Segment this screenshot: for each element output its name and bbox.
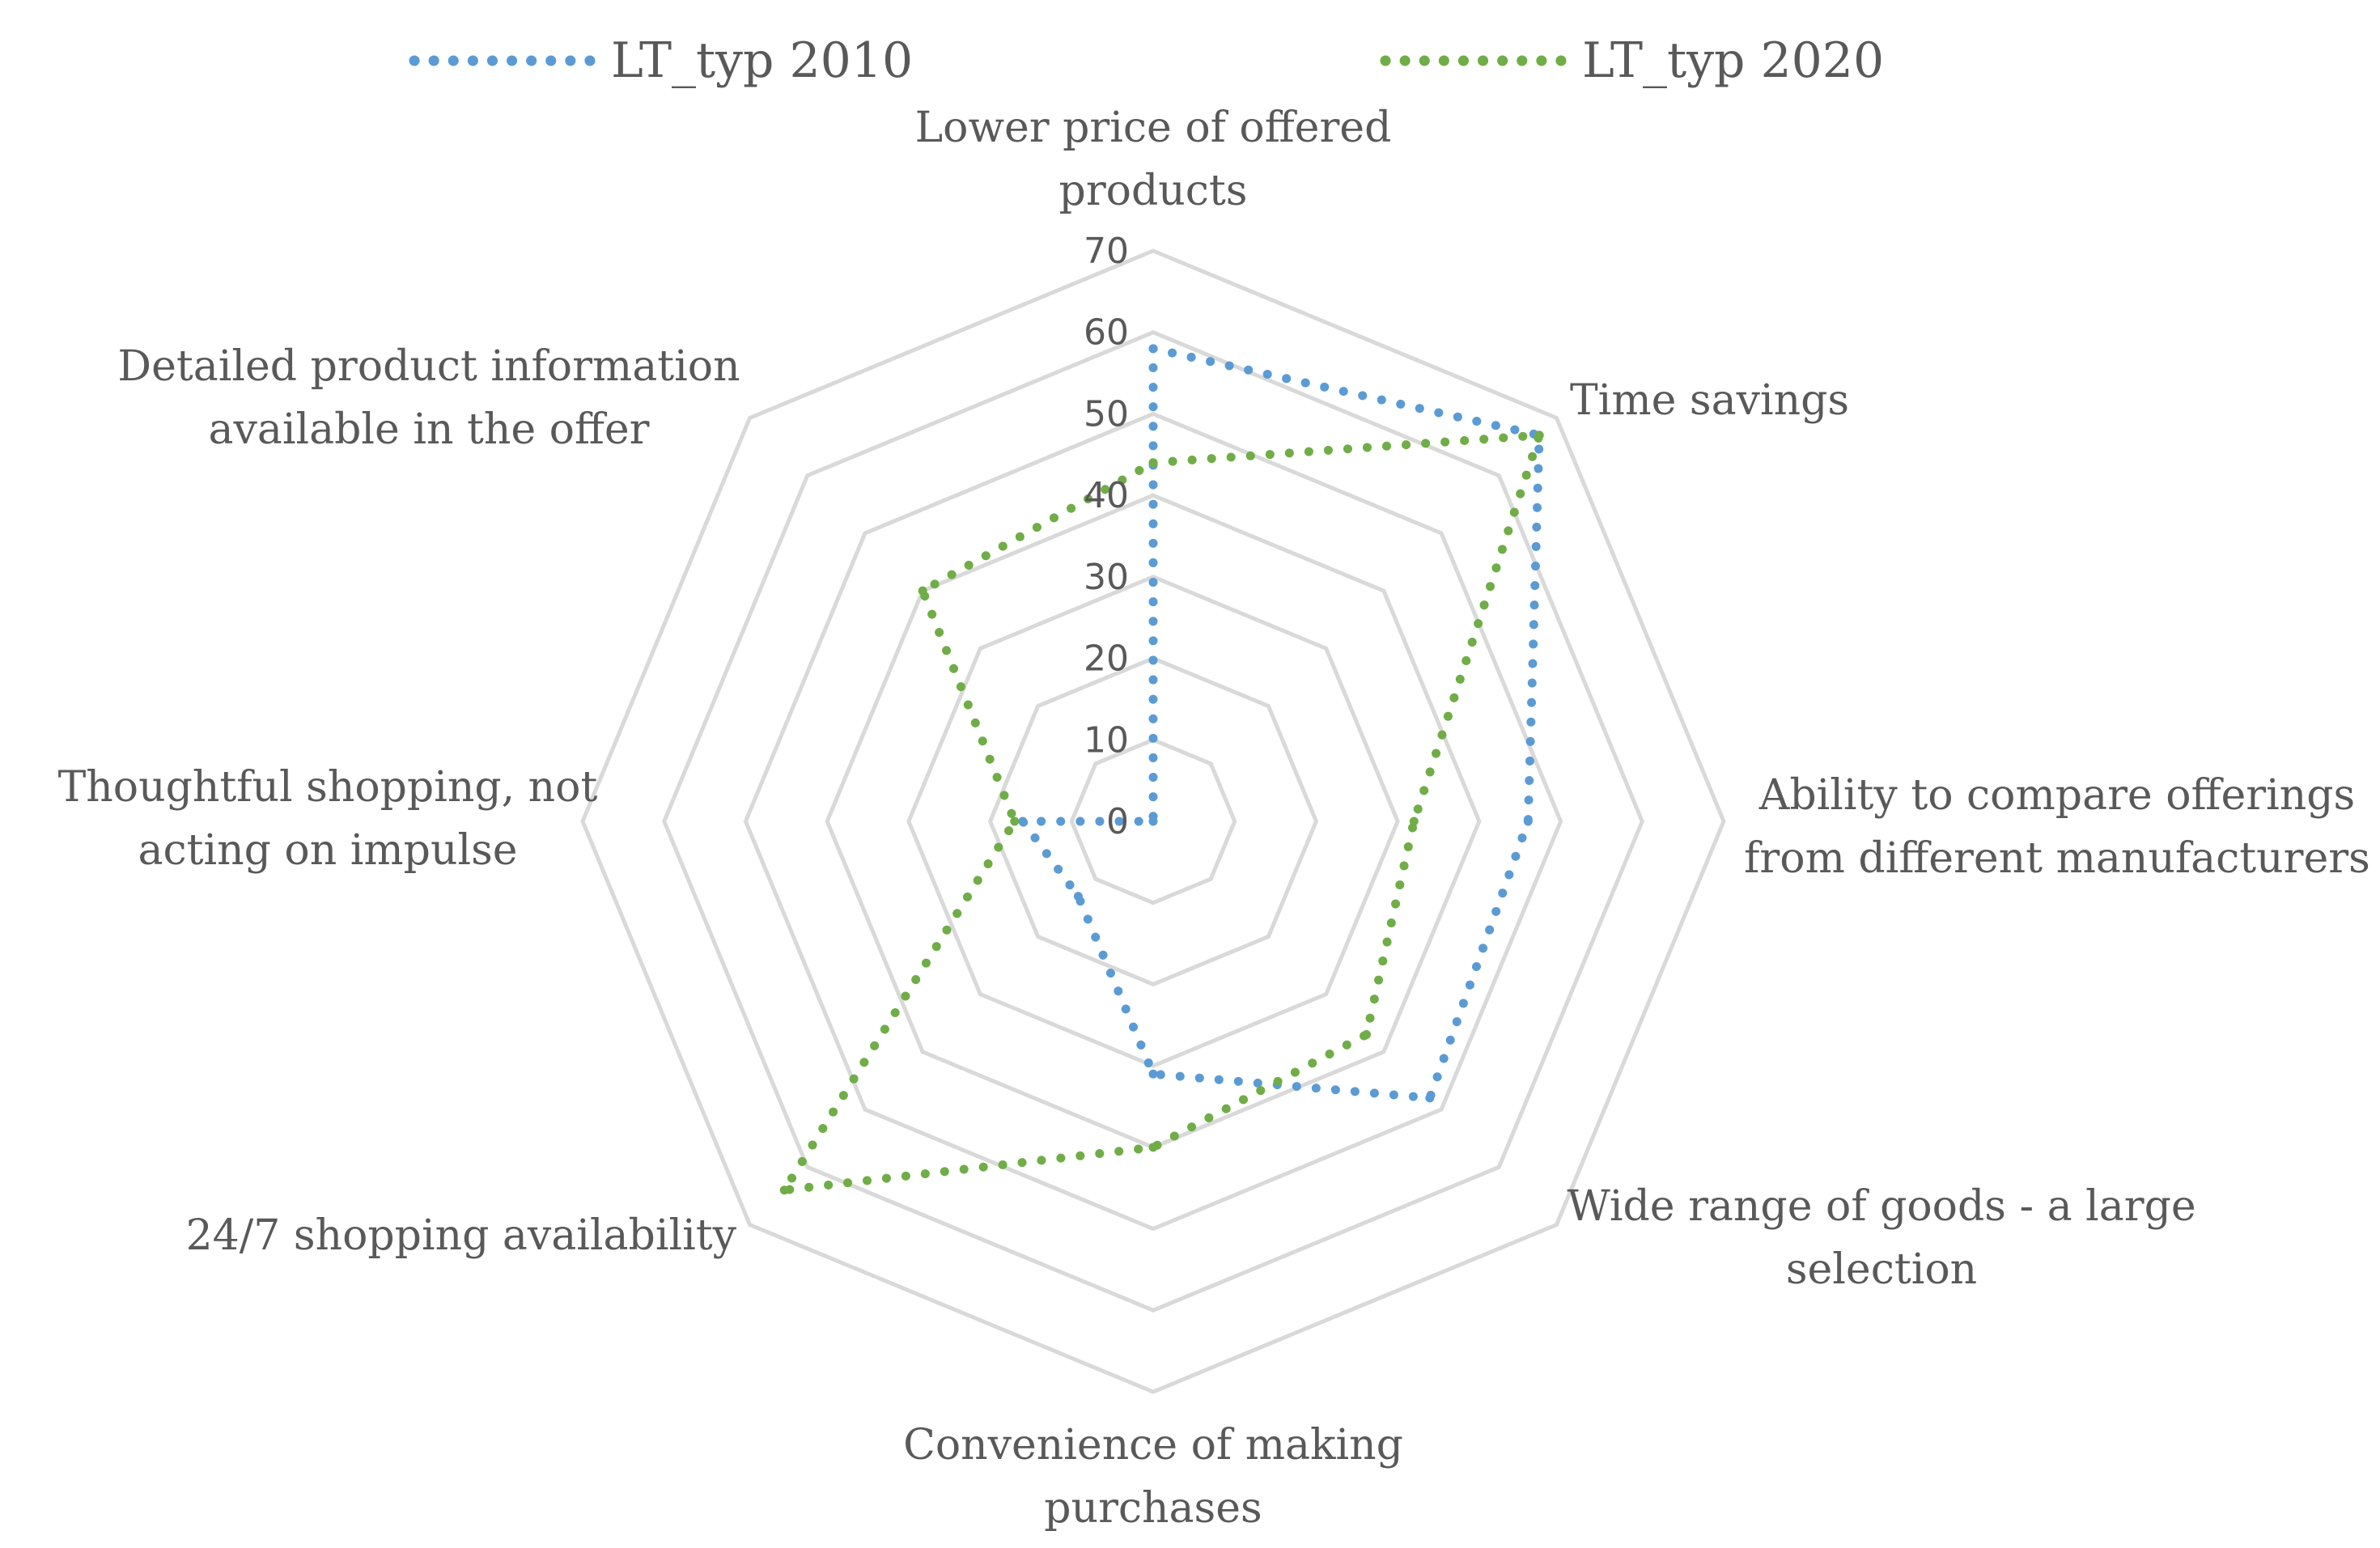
category-label-8: Detailed product information available in… (117, 342, 740, 454)
category-label-6: 24/7 shopping availability (186, 1211, 737, 1260)
tick-label-30: 30 (1084, 557, 1129, 598)
series-1-point-4 (1425, 1093, 1435, 1103)
series-1-point-6 (1073, 892, 1083, 901)
tick-label-60: 60 (1084, 312, 1129, 354)
category-label-3-line-1: Ability to compare offerings (1758, 771, 2355, 820)
tick-label-0: 0 (1106, 801, 1129, 842)
series-2-point-3 (1409, 816, 1419, 826)
grid-ring-10 (1069, 737, 1237, 905)
series-2-point-4 (1361, 1029, 1371, 1039)
grid-ring-50 (743, 411, 1563, 1232)
grid-ring-60 (662, 330, 1644, 1313)
series-1-point-7 (1018, 816, 1028, 826)
tick-label-20: 20 (1084, 638, 1129, 680)
category-label-7-line-1: Thoughtful shopping, not (58, 763, 598, 812)
series-1-point-5 (1148, 1069, 1158, 1079)
tick-label-10: 10 (1084, 719, 1129, 761)
series-1-point-1 (1148, 344, 1158, 354)
grid-layer (580, 248, 1726, 1394)
series-2-point-7 (1010, 816, 1020, 826)
grid-ring-30 (906, 575, 1400, 1068)
series-2-point-2 (1534, 430, 1544, 440)
category-label-5-line-2: purchases (1044, 1484, 1262, 1533)
legend-label-2: LT_typ 2020 (1582, 32, 1884, 89)
tick-label-50: 50 (1084, 393, 1129, 435)
category-label-3-line-2: from different manufacturers (1744, 834, 2370, 883)
category-label-1-line-1: Lower price of offered (915, 104, 1392, 152)
category-label-7-line-2: acting on impulse (138, 826, 517, 875)
category-label-4: Wide range of goods - a large selection (1567, 1182, 2195, 1294)
category-label-1-line-2: products (1059, 167, 1248, 215)
series-line-2 (779, 430, 1544, 1195)
category-label-2-line-1: Time savings (1570, 376, 1849, 425)
category-label-7: Thoughtful shopping, not acting on impuls… (58, 763, 598, 875)
series-2-point-5 (1148, 1143, 1158, 1152)
series-layer (779, 344, 1544, 1195)
category-label-2: Time savings (1570, 376, 1849, 425)
category-label-layer: Lower price of offered products Time savin… (58, 104, 2370, 1533)
category-label-8-line-2: available in the offer (208, 405, 649, 454)
legend-label-1: LT_typ 2010 (611, 32, 913, 89)
category-label-3: Ability to compare offerings from differe… (1744, 771, 2370, 883)
category-label-6-line-1: 24/7 shopping availability (186, 1211, 737, 1260)
series-2-point-6 (779, 1185, 789, 1195)
category-label-4-line-2: selection (1786, 1245, 1977, 1294)
series-1-point-3 (1523, 816, 1533, 826)
category-label-5-line-1: Convenience of making (903, 1421, 1403, 1470)
series-2-point-8 (918, 586, 927, 596)
category-label-1: Lower price of offered products (915, 104, 1392, 215)
grid-ring-70 (580, 248, 1726, 1394)
category-label-4-line-1: Wide range of goods - a large (1567, 1182, 2195, 1231)
legend: LT_typ 2010 LT_typ 2020 (409, 32, 1884, 89)
category-label-5: Convenience of making purchases (903, 1421, 1403, 1533)
series-line-1 (1018, 344, 1544, 1103)
tick-label-70: 70 (1084, 231, 1129, 272)
category-label-8-line-1: Detailed product information (117, 342, 740, 391)
grid-ring-20 (987, 655, 1319, 987)
tick-label-40: 40 (1084, 475, 1129, 516)
tick-layer: 0 10 20 30 40 50 60 70 (1084, 231, 1129, 842)
series-1-point-8 (1148, 816, 1158, 826)
series-2-point-1 (1148, 458, 1158, 468)
